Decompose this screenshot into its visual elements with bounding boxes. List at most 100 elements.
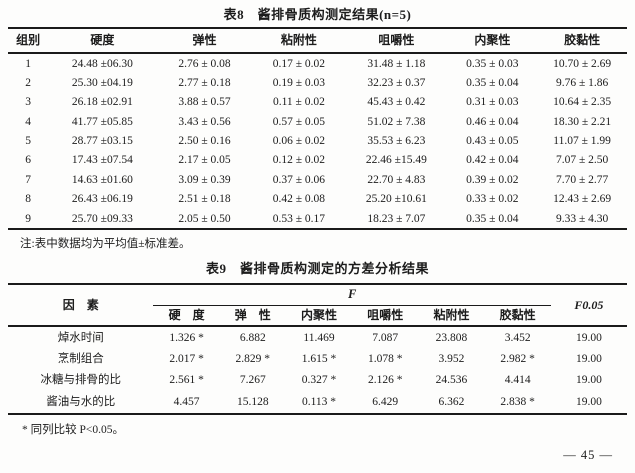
col-header-springiness: 弹性: [156, 28, 253, 54]
cell: 15.128: [236, 395, 269, 408]
cell: 0.35 ± 0.03: [466, 57, 519, 70]
cell: 0.31 ± 0.03: [466, 96, 519, 109]
table-row: 6 17.43 ±07.54 2.17 ± 0.05 0.12 ± 0.02 2…: [8, 151, 627, 170]
table8-note: 注:表中数据均为平均值±标准差。: [20, 238, 191, 251]
table9-header-row-2: 硬 度 弹 性 内聚性 咀嚼性 粘附性 胶黏性: [8, 305, 627, 327]
cell: 24.48 ±06.30: [71, 57, 133, 70]
col-header-chewiness: 咀嚼性: [345, 28, 448, 54]
table8-header-row: 组别 硬度 弹性 粘附性 咀嚼性 内聚性 胶黏性: [8, 28, 627, 54]
cell: 0.11 ± 0.02: [272, 96, 325, 109]
cell: 23.808: [435, 331, 468, 344]
col-header-factor: 因 素: [8, 284, 154, 327]
cell: 11.469: [303, 331, 335, 344]
cell: 3.09 ± 0.39: [178, 173, 231, 186]
col-header-gumminess: 胶黏性: [484, 305, 551, 327]
cell: 0.42 ± 0.04: [466, 154, 519, 167]
cell: 7.087: [372, 331, 399, 344]
cell: 26.18 ±02.91: [71, 96, 133, 109]
cell: 0.327 *: [301, 374, 337, 387]
cell: 2.77 ± 0.18: [178, 76, 231, 89]
cell: 3.952: [438, 352, 465, 365]
cell: 4.414: [504, 374, 531, 387]
cell: 0.35 ± 0.04: [466, 76, 519, 89]
cell: 19.00: [575, 331, 602, 344]
factor-label: 烹制组合: [57, 352, 104, 365]
cell: 0.17 ± 0.02: [272, 57, 326, 70]
table8-title: 表8 酱排骨质构测定结果(n=5): [223, 7, 412, 22]
cell: 2.126 *: [367, 374, 403, 387]
table-row: 1 24.48 ±06.30 2.76 ± 0.08 0.17 ± 0.02 3…: [8, 53, 627, 73]
cell: 2.561 *: [169, 374, 204, 387]
cell: 0.12 ± 0.02: [272, 154, 326, 167]
cell: 0.46 ± 0.04: [466, 115, 519, 128]
cell: 7.70 ± 2.77: [555, 173, 609, 186]
cell: 24.536: [435, 374, 468, 387]
table9-footnote: * 同列比较 P<0.05。: [22, 423, 125, 436]
cell: 7.267: [239, 374, 266, 387]
table8: 组别 硬度 弹性 粘附性 咀嚼性 内聚性 胶黏性 1 24.48 ±06.30 …: [8, 27, 627, 231]
cell: 2: [25, 76, 31, 89]
cell: 6.362: [438, 395, 465, 408]
cell: 18.30 ± 2.21: [553, 115, 612, 128]
table-row: 5 28.77 ±03.15 2.50 ± 0.16 0.06 ± 0.02 3…: [8, 132, 627, 151]
cell: 26.43 ±06.19: [71, 193, 133, 206]
cell: 9.76 ± 1.86: [555, 76, 609, 89]
cell: 0.06 ± 0.02: [272, 135, 326, 147]
col-header-chewiness: 咀嚼性: [352, 305, 419, 327]
col-header-gumminess: 胶黏性: [537, 28, 627, 54]
table9-header-row-1: 因 素 F F0.05: [8, 284, 627, 327]
col-header-hardness: 硬 度: [153, 305, 220, 327]
cell: 32.23 ± 0.37: [367, 76, 426, 89]
cell: 4: [25, 115, 31, 128]
cell: 6.429: [372, 395, 399, 408]
col-header-springiness: 弹 性: [219, 305, 286, 327]
cell: 0.42 ± 0.08: [272, 193, 326, 206]
col-header-cohesiveness: 内聚性: [285, 305, 353, 327]
table-row: 焯水时间 1.326 * 6.882 11.469 7.087 23.808 3…: [8, 326, 627, 348]
cell: 1.615 *: [301, 352, 337, 365]
cell: 18.23 ± 7.07: [367, 212, 426, 225]
cell: 12.43 ± 2.69: [553, 193, 612, 206]
cell: 3.452: [504, 331, 531, 344]
cell: 51.02 ± 7.38: [367, 115, 426, 128]
page-number: — 45 —: [563, 448, 613, 462]
cell: 3: [25, 96, 31, 109]
cell: 0.57 ± 0.05: [272, 115, 326, 128]
table-row: 9 25.70 ±09.33 2.05 ± 0.50 0.53 ± 0.17 1…: [8, 209, 627, 229]
col-header-cohesiveness: 内聚性: [447, 28, 538, 54]
cell: 8: [25, 193, 31, 206]
factor-label: 焯水时间: [57, 331, 104, 344]
table9: 因 素 F F0.05 硬 度 弹 性 内聚性 咀嚼性 粘附性 胶黏性 焯水时间…: [8, 283, 627, 415]
cell: 41.77 ±05.85: [71, 115, 133, 128]
col-header-group: 组别: [8, 28, 49, 54]
cell: 2.829 *: [235, 352, 271, 365]
cell: 0.19 ± 0.03: [272, 76, 326, 89]
cell: 3.88 ± 0.57: [178, 96, 231, 109]
table-row: 8 26.43 ±06.19 2.51 ± 0.18 0.42 ± 0.08 2…: [8, 190, 627, 209]
table-row: 4 41.77 ±05.85 3.43 ± 0.56 0.57 ± 0.05 5…: [8, 112, 627, 131]
cell: 0.113 *: [301, 395, 337, 408]
cell: 0.53 ± 0.17: [272, 212, 326, 225]
cell: 4.457: [173, 395, 200, 408]
cell: 1: [25, 57, 31, 70]
cell: 19.00: [575, 352, 602, 365]
table-row: 3 26.18 ±02.91 3.88 ± 0.57 0.11 ± 0.02 4…: [8, 93, 627, 112]
cell: 2.838 *: [500, 395, 535, 408]
cell: 25.20 ±10.61: [365, 193, 427, 206]
cell: 17.43 ±07.54: [71, 154, 133, 167]
cell: 1.326 *: [169, 331, 204, 344]
cell: 6: [25, 154, 31, 167]
col-header-hardness: 硬度: [48, 28, 157, 54]
cell: 19.00: [575, 395, 602, 408]
cell: 0.43 ± 0.05: [466, 135, 519, 147]
cell: 25.30 ±04.19: [71, 76, 133, 89]
cell: 2.76 ± 0.08: [178, 57, 231, 70]
cell: 5: [25, 135, 31, 147]
table-row: 烹制组合 2.017 * 2.829 * 1.615 * 1.078 * 3.9…: [8, 348, 627, 369]
cell: 14.63 ±01.60: [71, 173, 133, 186]
table-row: 冰糖与排骨的比 2.561 * 7.267 0.327 * 2.126 * 24…: [8, 370, 627, 391]
table-row: 2 25.30 ±04.19 2.77 ± 0.18 0.19 ± 0.03 3…: [8, 73, 627, 92]
cell: 2.17 ± 0.05: [178, 154, 231, 167]
table9-title: 表9 酱排骨质构测定的方差分析结果: [205, 261, 429, 277]
